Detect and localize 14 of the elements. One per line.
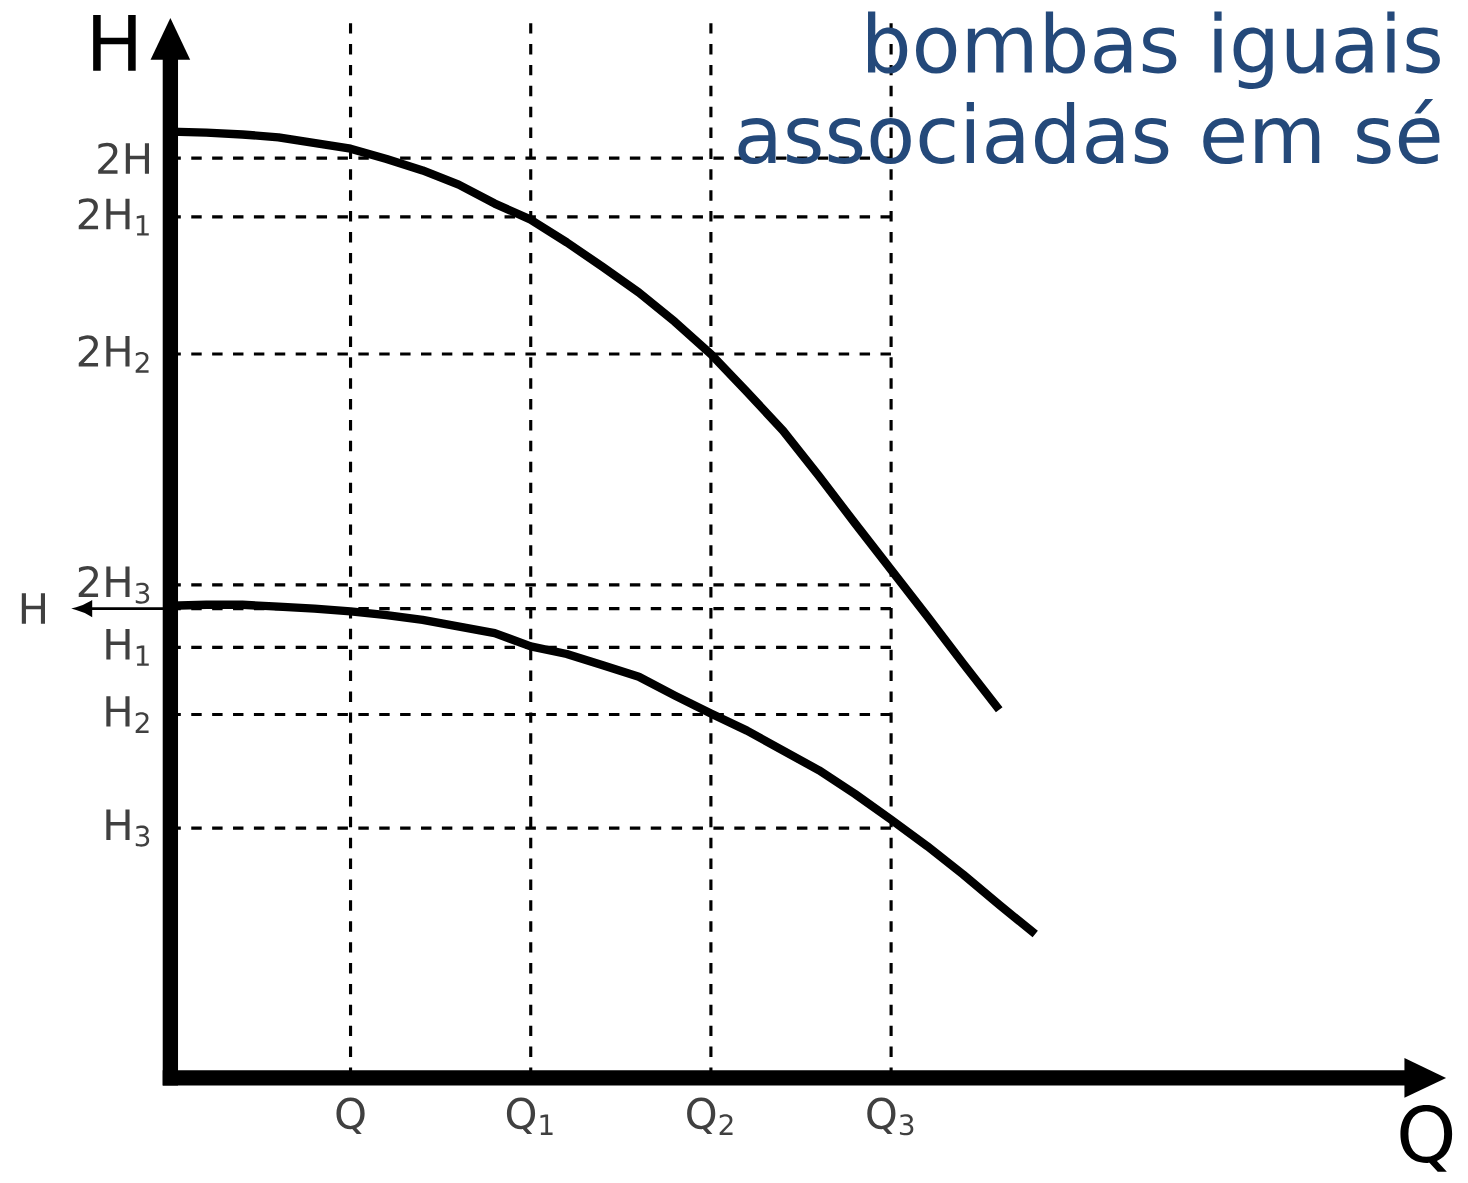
- ref-line-label: H$_{3}$: [106, 809, 150, 847]
- ref-line-label: 2H: [98, 142, 149, 174]
- ref-line-label: 2H$_{3}$: [78, 565, 150, 604]
- ref-line-label: H$_{1}$: [106, 628, 149, 666]
- y-axis-title: H: [93, 14, 136, 71]
- x-tick-label: Q$_{3}$: [867, 1097, 914, 1136]
- ref-line-label: 2H$_{2}$: [78, 335, 149, 373]
- x-tick-label: Q: [336, 1097, 365, 1134]
- x-tick-label: Q$_{2}$: [687, 1097, 733, 1135]
- ref-line-label: H: [21, 593, 45, 624]
- ref-line-label: H$_{2}$: [106, 695, 149, 733]
- ref-line-label: 2H$_{1}$: [78, 198, 149, 236]
- x-tick-label: Q$_{1}$: [506, 1097, 553, 1135]
- chart-title: bombas iguais associadas em sé: [738, 11, 1440, 164]
